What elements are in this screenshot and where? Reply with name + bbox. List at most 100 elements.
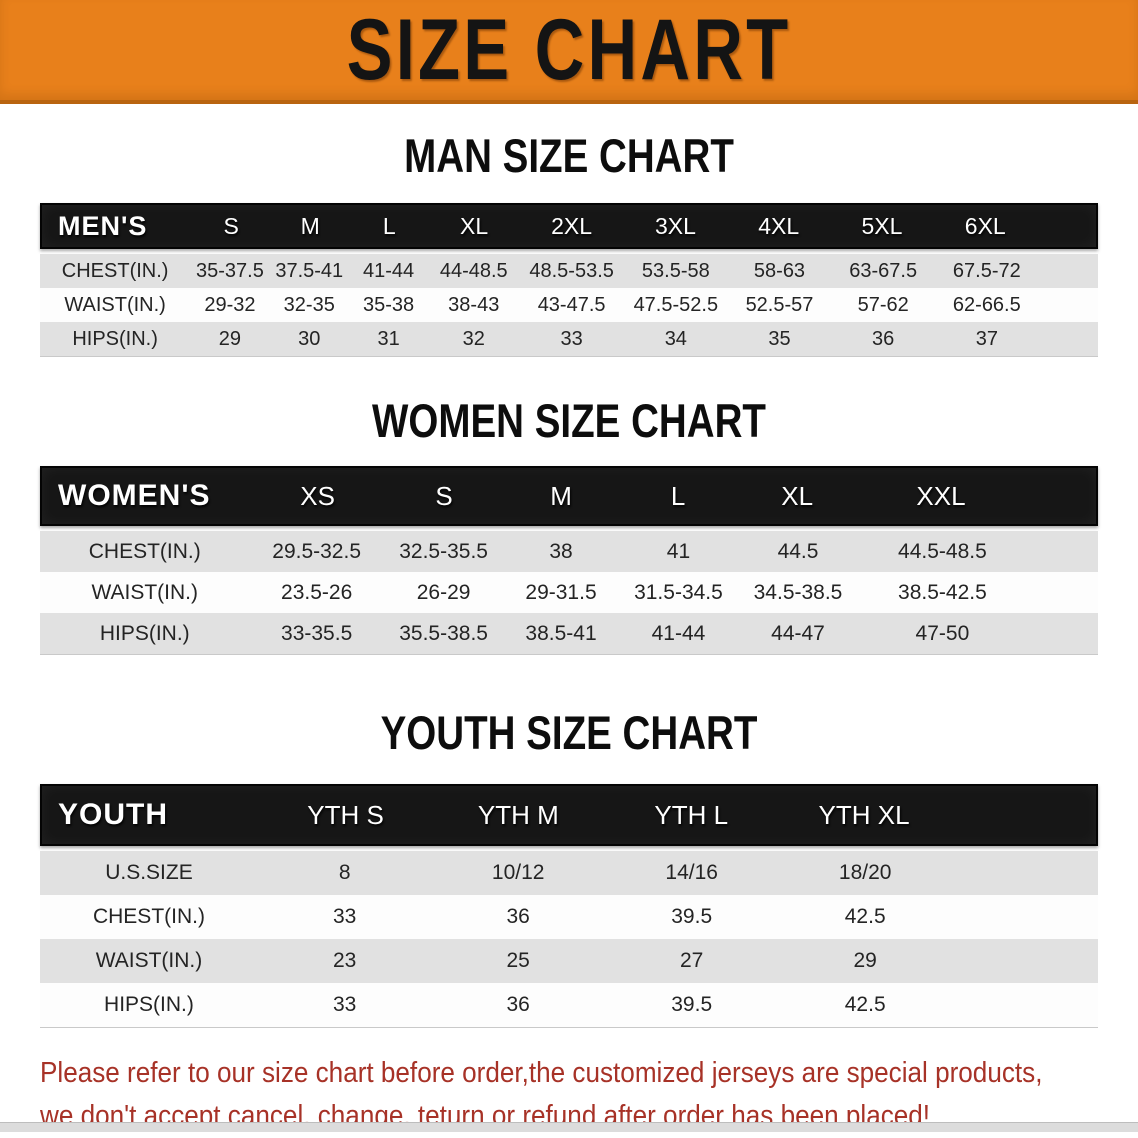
men-table-row: HIPS(IN.) 29 30 31 32 33 34 35 36 37 — [40, 322, 1098, 357]
size-value-cell: 33 — [333, 905, 357, 928]
youth-section-heading: YOUTH SIZE CHART — [380, 706, 758, 759]
men-table-row: WAIST(IN.) 29-32 32-35 35-38 38-43 43-47.5 47.… — [40, 288, 1098, 322]
size-value-cell: 36 — [872, 327, 895, 350]
row-label: CHEST(IN.) — [61, 259, 169, 282]
size-value-cell: 41 — [666, 539, 691, 563]
size-value-cell: 33-35.5 — [281, 621, 353, 645]
size-value-cell: 32.5-35.5 — [399, 539, 488, 563]
size-value-cell: 36 — [506, 993, 530, 1016]
youth-size-column-header: YTH M — [477, 799, 559, 830]
row-label: HIPS(IN.) — [99, 621, 190, 645]
row-label: HIPS(IN.) — [104, 993, 194, 1016]
size-value-cell: 23 — [333, 949, 357, 972]
women-table-row: WAIST(IN.) 23.5-26 26-29 29-31.5 31.5-34.5 34… — [40, 572, 1098, 613]
size-value-cell: 33 — [333, 993, 357, 1016]
youth-size-column-header: YTH XL — [818, 799, 910, 830]
size-value-cell: 26-29 — [416, 580, 471, 604]
men-size-column-header: 6XL — [964, 212, 1006, 239]
size-value-cell: 47.5-52.5 — [633, 293, 719, 316]
men-section-heading: MAN SIZE CHART — [404, 129, 734, 182]
youth-table-header-label: YOUTH — [58, 798, 168, 831]
size-value-cell: 31 — [377, 327, 400, 350]
size-value-cell: 23.5-26 — [281, 580, 353, 604]
size-value-cell: 37 — [975, 327, 998, 350]
size-value-cell: 38.5-42.5 — [898, 580, 987, 604]
size-value-cell: 44.5-48.5 — [898, 539, 987, 563]
women-size-section: WOMEN SIZE CHART WOMEN'S XS S M L XL XXL CHEST(… — [0, 397, 1138, 655]
youth-table-row: U.S.SIZE 8 10/12 14/16 18/20 — [40, 851, 1098, 895]
row-label: CHEST(IN.) — [92, 905, 205, 928]
size-value-cell: 42.5 — [844, 993, 886, 1016]
size-value-cell: 25 — [506, 949, 530, 972]
women-table-row: HIPS(IN.) 33-35.5 35.5-38.5 38.5-41 41-44 44-… — [40, 613, 1098, 655]
row-label: HIPS(IN.) — [72, 327, 158, 350]
size-value-cell: 38-43 — [448, 293, 500, 316]
youth-size-section: YOUTH SIZE CHART YOUTH YTH S YTH M YTH L YTH… — [0, 709, 1138, 1028]
size-value-cell: 37.5-41 — [275, 259, 344, 282]
size-value-cell: 35 — [768, 327, 791, 350]
size-value-cell: 63-67.5 — [849, 259, 918, 282]
men-table-header-row: MEN'S S M L XL 2XL 3XL 4XL 5XL 6XL — [40, 203, 1098, 249]
size-value-cell: 30 — [298, 327, 321, 350]
size-value-cell: 44.5 — [777, 539, 819, 563]
bottom-strip — [0, 1122, 1138, 1132]
size-value-cell: 18/20 — [838, 861, 892, 884]
size-value-cell: 57-62 — [857, 293, 909, 316]
men-size-column-header: S — [223, 212, 239, 239]
size-value-cell: 34.5-38.5 — [753, 580, 843, 604]
size-value-cell: 47-50 — [915, 621, 970, 645]
size-policy-note: Please refer to our size chart before or… — [40, 1052, 1138, 1138]
size-chart-banner: SIZE CHART — [0, 0, 1138, 104]
men-size-column-header: 5XL — [861, 212, 903, 239]
size-value-cell: 8 — [338, 861, 351, 884]
size-value-cell: 52.5-57 — [745, 293, 814, 316]
youth-table-row: WAIST(IN.) 23 25 27 29 — [40, 939, 1098, 983]
men-size-column-header: XL — [460, 212, 489, 239]
size-value-cell: 32 — [462, 327, 485, 350]
women-table-row: CHEST(IN.) 29.5-32.5 32.5-35.5 38 41 44.5 44.5… — [40, 531, 1098, 572]
size-value-cell: 36 — [506, 905, 530, 928]
row-label: WAIST(IN.) — [95, 949, 203, 972]
size-value-cell: 38.5-41 — [525, 621, 597, 645]
size-value-cell: 41-44 — [651, 621, 706, 645]
size-value-cell: 38 — [549, 539, 573, 563]
size-value-cell: 58-63 — [753, 259, 806, 282]
women-size-table: WOMEN'S XS S M L XL XXL CHEST(IN.) 29.5-32.5 32.5… — [40, 466, 1098, 655]
size-value-cell: 53.5-58 — [641, 259, 710, 282]
size-value-cell: 14/16 — [665, 861, 718, 884]
women-table-header-row: WOMEN'S XS S M L XL XXL — [40, 466, 1098, 526]
men-table-row: CHEST(IN.) 35-37.5 37.5-41 41-44 44-48.5 48.5… — [40, 254, 1098, 288]
women-section-heading: WOMEN SIZE CHART — [372, 394, 766, 447]
men-size-column-header: M — [300, 212, 320, 239]
youth-size-column-header: YTH L — [654, 799, 729, 830]
size-value-cell: 43-47.5 — [537, 293, 606, 316]
men-size-column-header: 3XL — [654, 212, 696, 239]
women-size-column-header: XS — [300, 480, 335, 511]
size-value-cell: 29-31.5 — [525, 580, 597, 604]
row-label: WAIST(IN.) — [91, 580, 198, 604]
women-size-column-header: M — [550, 480, 572, 511]
size-value-cell: 34 — [664, 327, 687, 350]
size-value-cell: 33 — [560, 327, 583, 350]
size-value-cell: 35-38 — [363, 293, 415, 316]
size-value-cell: 32-35 — [283, 293, 335, 316]
women-size-column-header: S — [435, 480, 453, 511]
row-label: CHEST(IN.) — [88, 539, 201, 563]
size-value-cell: 29-32 — [204, 293, 256, 316]
youth-table-row: CHEST(IN.) 33 36 39.5 42.5 — [40, 895, 1098, 939]
size-value-cell: 29 — [853, 949, 877, 972]
size-value-cell: 44-48.5 — [439, 259, 508, 282]
women-size-column-header: XL — [781, 480, 814, 511]
size-value-cell: 39.5 — [671, 993, 713, 1016]
row-label: U.S.SIZE — [105, 861, 193, 884]
size-value-cell: 42.5 — [844, 905, 886, 928]
youth-size-table: YOUTH YTH S YTH M YTH L YTH XL U.S.SIZE 8 10/12… — [40, 784, 1098, 1028]
size-value-cell: 67.5-72 — [952, 259, 1021, 282]
size-value-cell: 48.5-53.5 — [529, 259, 614, 282]
size-value-cell: 27 — [680, 949, 704, 972]
policy-line-1: Please refer to our size chart before or… — [40, 1057, 1043, 1089]
women-size-column-header: L — [670, 480, 686, 511]
youth-table-header-row: YOUTH YTH S YTH M YTH L YTH XL — [40, 784, 1098, 846]
row-label: WAIST(IN.) — [64, 293, 166, 316]
size-chart-title: SIZE CHART — [346, 2, 792, 98]
